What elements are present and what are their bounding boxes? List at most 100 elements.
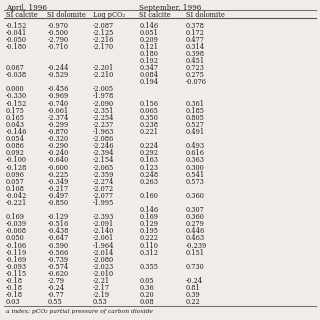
Text: -0.739: -0.739 [47, 256, 68, 264]
Text: 0.805: 0.805 [186, 114, 204, 122]
Text: -0.169: -0.169 [6, 256, 27, 264]
Text: 0.160: 0.160 [139, 192, 158, 200]
Text: 0.263: 0.263 [139, 178, 158, 186]
Text: -0.330: -0.330 [6, 92, 27, 100]
Text: -0.970: -0.970 [47, 21, 68, 29]
Text: -1.963: -1.963 [93, 128, 114, 136]
Text: 0.172: 0.172 [186, 28, 204, 36]
Text: -2.19: -2.19 [93, 291, 110, 299]
Text: -0.969: -0.969 [47, 92, 68, 100]
Text: -0.038: -0.038 [6, 71, 27, 79]
Text: -0.870: -0.870 [47, 128, 68, 136]
Text: 0.000: 0.000 [6, 85, 24, 93]
Text: -2.125: -2.125 [93, 28, 114, 36]
Text: 0.238: 0.238 [139, 121, 158, 129]
Text: 0.446: 0.446 [186, 228, 205, 236]
Text: -0.115: -0.115 [6, 270, 27, 278]
Text: 0.55: 0.55 [47, 298, 62, 306]
Text: -0.039: -0.039 [6, 220, 27, 228]
Text: -0.320: -0.320 [47, 135, 68, 143]
Text: -2.237: -2.237 [93, 121, 114, 129]
Text: -2.091: -2.091 [93, 220, 114, 228]
Text: -0.042: -0.042 [6, 192, 27, 200]
Text: 0.361: 0.361 [186, 100, 204, 108]
Text: -1.978: -1.978 [93, 92, 114, 100]
Text: 0.180: 0.180 [139, 50, 158, 58]
Text: -0.061: -0.061 [47, 107, 68, 115]
Text: -0.128: -0.128 [6, 164, 27, 172]
Text: 0.350: 0.350 [139, 114, 158, 122]
Text: 0.36: 0.36 [139, 284, 154, 292]
Text: 0.53: 0.53 [93, 298, 108, 306]
Text: -2.023: -2.023 [93, 263, 114, 271]
Text: 0.08: 0.08 [139, 298, 154, 306]
Text: 0.151: 0.151 [186, 249, 204, 257]
Text: -0.106: -0.106 [6, 242, 27, 250]
Text: -0.640: -0.640 [47, 156, 68, 164]
Text: 0.050: 0.050 [6, 235, 25, 243]
Text: -1.995: -1.995 [93, 199, 114, 207]
Text: -2.394: -2.394 [93, 149, 114, 157]
Text: 0.312: 0.312 [139, 249, 158, 257]
Text: 0.347: 0.347 [139, 64, 158, 72]
Text: -0.77: -0.77 [47, 291, 64, 299]
Text: 0.121: 0.121 [139, 43, 158, 51]
Text: -0.299: -0.299 [47, 121, 68, 129]
Text: 0.493: 0.493 [186, 142, 205, 150]
Text: 0.22: 0.22 [186, 298, 200, 306]
Text: 0.084: 0.084 [139, 71, 158, 79]
Text: 0.292: 0.292 [139, 149, 158, 157]
Text: 0.169: 0.169 [6, 213, 25, 221]
Text: -0.18: -0.18 [6, 291, 23, 299]
Text: -0.590: -0.590 [47, 242, 68, 250]
Text: 0.209: 0.209 [139, 36, 158, 44]
Text: 0.616: 0.616 [186, 149, 204, 157]
Text: 0.398: 0.398 [186, 50, 204, 58]
Text: -2.014: -2.014 [93, 249, 114, 257]
Text: -0.100: -0.100 [6, 156, 27, 164]
Text: -2.246: -2.246 [93, 142, 114, 150]
Text: 0.477: 0.477 [186, 36, 204, 44]
Text: 0.221: 0.221 [139, 128, 158, 136]
Text: -2.359: -2.359 [93, 171, 114, 179]
Text: -2.393: -2.393 [93, 213, 114, 221]
Text: -0.18: -0.18 [6, 284, 23, 292]
Text: 0.222: 0.222 [139, 235, 158, 243]
Text: -0.152: -0.152 [6, 21, 27, 29]
Text: -0.050: -0.050 [6, 36, 27, 44]
Text: 0.123: 0.123 [139, 164, 158, 172]
Text: 0.051: 0.051 [139, 28, 158, 36]
Text: 0.146: 0.146 [139, 206, 158, 214]
Text: 0.129: 0.129 [139, 220, 158, 228]
Text: 0.092: 0.092 [6, 149, 25, 157]
Text: 0.527: 0.527 [186, 121, 204, 129]
Text: 0.248: 0.248 [139, 171, 158, 179]
Text: 0.194: 0.194 [139, 78, 158, 86]
Text: -0.093: -0.093 [6, 263, 27, 271]
Text: -0.497: -0.497 [47, 192, 68, 200]
Text: 0.314: 0.314 [186, 43, 205, 51]
Text: a index; pCO₂ partial pressure of carbon dioxide: a index; pCO₂ partial pressure of carbon… [6, 309, 153, 314]
Text: -0.244: -0.244 [47, 64, 69, 72]
Text: -2.010: -2.010 [93, 270, 114, 278]
Text: 0.573: 0.573 [186, 178, 204, 186]
Text: SI calcite: SI calcite [139, 11, 171, 19]
Text: -2.086: -2.086 [93, 135, 114, 143]
Text: -2.065: -2.065 [93, 164, 114, 172]
Text: -2.080: -2.080 [93, 256, 114, 264]
Text: -0.008: -0.008 [6, 228, 27, 236]
Text: -0.740: -0.740 [47, 100, 68, 108]
Text: 0.163: 0.163 [139, 156, 158, 164]
Text: -2.254: -2.254 [93, 114, 114, 122]
Text: SI dolomite: SI dolomite [186, 11, 224, 19]
Text: -2.790: -2.790 [47, 36, 68, 44]
Text: 0.307: 0.307 [186, 206, 204, 214]
Text: -0.217: -0.217 [47, 185, 68, 193]
Text: 0.185: 0.185 [186, 107, 204, 115]
Text: -0.180: -0.180 [6, 43, 27, 51]
Text: 0.541: 0.541 [186, 171, 205, 179]
Text: 0.108: 0.108 [6, 185, 25, 193]
Text: 0.05: 0.05 [139, 277, 154, 285]
Text: -0.500: -0.500 [47, 28, 68, 36]
Text: -0.24: -0.24 [47, 284, 65, 292]
